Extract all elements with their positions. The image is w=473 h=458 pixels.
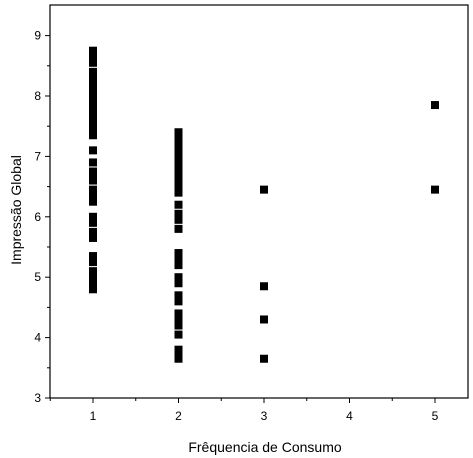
y-axis-ticks: 3 4 5 6 7 8 9 bbox=[34, 29, 50, 405]
data-point bbox=[174, 152, 183, 161]
data-point bbox=[89, 218, 97, 227]
data-point bbox=[174, 321, 183, 330]
data-point bbox=[174, 315, 183, 324]
data-point bbox=[89, 197, 97, 206]
y-tick-label: 8 bbox=[34, 89, 41, 103]
data-point bbox=[89, 125, 97, 134]
data-point bbox=[89, 113, 97, 122]
x-tick-label: 3 bbox=[261, 409, 268, 423]
data-point bbox=[89, 227, 97, 236]
data-point bbox=[89, 233, 97, 242]
data-points bbox=[89, 46, 439, 363]
data-point bbox=[89, 101, 97, 110]
data-point bbox=[89, 85, 97, 94]
data-point bbox=[174, 330, 183, 339]
x-tick-label: 4 bbox=[346, 409, 353, 423]
data-point bbox=[174, 164, 183, 173]
data-point bbox=[174, 354, 183, 363]
y-tick-label: 7 bbox=[34, 149, 41, 163]
data-point bbox=[174, 128, 183, 137]
x-axis-title: Frêquencia de Consumo bbox=[188, 439, 342, 455]
x-tick-label: 1 bbox=[90, 409, 97, 423]
data-point bbox=[89, 131, 97, 140]
data-point bbox=[89, 158, 97, 167]
data-point bbox=[174, 309, 183, 318]
data-point bbox=[89, 191, 97, 200]
data-point bbox=[89, 170, 97, 179]
data-point bbox=[89, 119, 97, 128]
data-point bbox=[89, 255, 97, 264]
y-tick-label: 5 bbox=[34, 270, 41, 284]
data-point bbox=[89, 279, 97, 288]
data-point bbox=[174, 140, 183, 149]
data-point bbox=[174, 134, 183, 143]
data-point bbox=[260, 315, 268, 324]
data-point bbox=[174, 279, 183, 288]
data-point bbox=[174, 224, 183, 233]
data-point bbox=[174, 158, 183, 167]
data-point bbox=[174, 249, 183, 258]
data-point bbox=[89, 176, 97, 185]
y-tick-label: 9 bbox=[34, 29, 41, 43]
data-point bbox=[89, 49, 97, 58]
data-point bbox=[89, 58, 97, 67]
data-point bbox=[174, 170, 183, 179]
data-point bbox=[89, 95, 97, 104]
data-point bbox=[174, 291, 183, 300]
x-tick-label: 2 bbox=[175, 409, 182, 423]
y-tick-label: 3 bbox=[34, 391, 41, 405]
data-point bbox=[89, 185, 97, 194]
data-point bbox=[174, 215, 183, 224]
data-point bbox=[174, 209, 183, 218]
data-point bbox=[89, 67, 97, 76]
data-point bbox=[89, 273, 97, 282]
data-point bbox=[260, 282, 268, 291]
data-point bbox=[89, 146, 97, 155]
data-point bbox=[89, 107, 97, 116]
data-point bbox=[174, 297, 183, 306]
y-tick-label: 4 bbox=[34, 331, 41, 345]
plot-frame bbox=[49, 4, 469, 399]
plot-area bbox=[49, 4, 469, 399]
data-point bbox=[174, 261, 183, 270]
y-axis-title: Impressão Global bbox=[8, 155, 24, 265]
data-point bbox=[260, 185, 268, 194]
data-point bbox=[174, 176, 183, 185]
data-point bbox=[89, 267, 97, 276]
data-point bbox=[174, 146, 183, 155]
data-point bbox=[89, 212, 97, 221]
y-tick-label: 6 bbox=[34, 210, 41, 224]
data-point bbox=[174, 273, 183, 282]
x-axis-ticks: 1 2 3 4 5 bbox=[49, 398, 439, 423]
data-point bbox=[174, 200, 183, 209]
data-point bbox=[89, 79, 97, 88]
data-point bbox=[89, 285, 97, 294]
data-point bbox=[89, 73, 97, 82]
data-point bbox=[174, 345, 183, 354]
data-point bbox=[260, 354, 268, 363]
x-tick-label: 5 bbox=[432, 409, 439, 423]
data-point bbox=[431, 185, 439, 194]
data-point bbox=[174, 255, 183, 264]
data-point bbox=[431, 101, 439, 110]
